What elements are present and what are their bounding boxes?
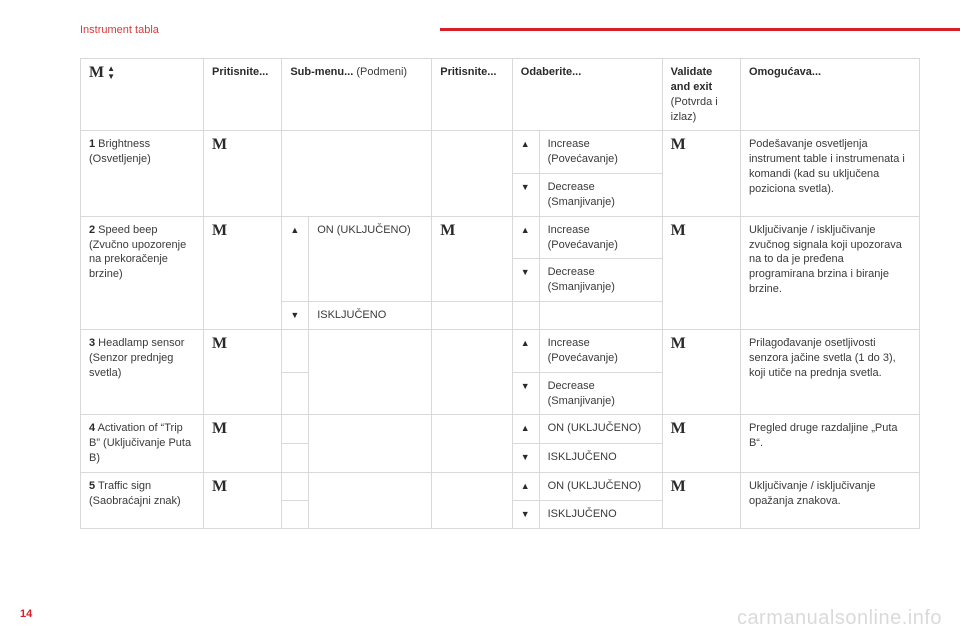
row2-inc: Increase (Povećavanje) — [539, 216, 662, 259]
row5-desc: Uključivanje / isključivanje opažanja zn… — [740, 472, 919, 528]
row5-press1: M — [204, 472, 282, 528]
row4-sub-arrow2 — [282, 444, 309, 473]
row1-desc: Podešavanje osvetljenja instrument table… — [740, 131, 919, 216]
row4-sub-arrow1 — [282, 415, 309, 444]
row3-sub — [309, 329, 432, 414]
row2-val-off — [539, 302, 662, 330]
row1-press1: M — [204, 131, 282, 216]
row1-validate: M — [662, 131, 740, 216]
up-icon: ▲ — [512, 329, 539, 372]
down-icon: ▼ — [512, 500, 539, 528]
header-press1: Pritisnite... — [204, 59, 282, 131]
row4-validate: M — [662, 415, 740, 473]
row2-press1: M — [204, 216, 282, 329]
m-icon: M — [212, 420, 227, 437]
header-red-bar — [440, 28, 960, 31]
settings-table: M ▲▼ Pritisnite... Sub-menu... (Podmeni)… — [80, 58, 920, 529]
row-speedbeep-on-inc: 2 Speed beep (Zvučno upozorenje na preko… — [81, 216, 920, 259]
page-number: 14 — [20, 608, 32, 620]
down-icon: ▼ — [512, 444, 539, 473]
m-icon: M — [671, 222, 686, 239]
m-icon: M — [212, 478, 227, 495]
row3-press1: M — [204, 329, 282, 414]
row3-dec: Decrease (Smanjivanje) — [539, 372, 662, 415]
m-icon: M — [212, 222, 227, 239]
watermark: carmanualsonline.info — [737, 607, 942, 630]
header-m-cell: M ▲▼ — [81, 59, 204, 131]
row-tripb-on: 4 Activation of “Trip B” (Uključivanje P… — [81, 415, 920, 444]
row4-desc: Pregled druge razdaljine „Puta B“. — [740, 415, 919, 473]
up-icon: ▲ — [512, 216, 539, 259]
row3-press2 — [432, 329, 513, 414]
row5-press2 — [432, 472, 513, 528]
header-select: Odaberite... — [512, 59, 662, 131]
up-icon: ▲ — [512, 131, 539, 174]
down-icon: ▼ — [282, 302, 309, 330]
m-icon: M — [671, 478, 686, 495]
down-icon: ▼ — [512, 372, 539, 415]
page-title: Instrument tabla — [80, 24, 159, 36]
row1-sub — [282, 131, 432, 216]
row3-label: 3 Headlamp sensor (Senzor prednjeg svetl… — [81, 329, 204, 414]
m-icon: M — [212, 136, 227, 153]
down-icon: ▼ — [512, 174, 539, 217]
updown-icon: ▲▼ — [107, 65, 115, 81]
row2-press2-off — [432, 302, 513, 330]
row2-press2: M — [432, 216, 513, 301]
row2-validate: M — [662, 216, 740, 329]
row2-desc: Uključivanje / isključivanje zvučnog sig… — [740, 216, 919, 329]
up-icon: ▲ — [282, 216, 309, 301]
row4-press2 — [432, 415, 513, 473]
row2-dec: Decrease (Smanjivanje) — [539, 259, 662, 302]
row4-on: ON (UKLJUČENO) — [539, 415, 662, 444]
m-icon: M — [440, 222, 455, 239]
row4-press1: M — [204, 415, 282, 473]
up-icon: ▲ — [512, 415, 539, 444]
row1-label: 1 Brightness (Osvetljenje) — [81, 131, 204, 216]
row5-sub-arrow1 — [282, 472, 309, 500]
m-icon: M — [671, 420, 686, 437]
up-icon: ▲ — [512, 472, 539, 500]
row4-sub — [309, 415, 432, 473]
row2-sub-on: ON (UKLJUČENO) — [309, 216, 432, 301]
m-icon: M — [671, 335, 686, 352]
row1-press2 — [432, 131, 513, 216]
row1-inc: Increase (Povećavanje) — [539, 131, 662, 174]
header-validate: Validate and exit (Potvrda i izlaz) — [662, 59, 740, 131]
row5-on: ON (UKLJUČENO) — [539, 472, 662, 500]
row3-sub-arrow2 — [282, 372, 309, 415]
row5-sub-arrow2 — [282, 500, 309, 528]
row4-off: ISKLJUČENO — [539, 444, 662, 473]
header-submenu: Sub-menu... (Podmeni) — [282, 59, 432, 131]
row3-desc: Prilagođavanje osetljivosti senzora jači… — [740, 329, 919, 414]
down-icon: ▼ — [512, 259, 539, 302]
row3-validate: M — [662, 329, 740, 414]
row5-validate: M — [662, 472, 740, 528]
header-enables: Omogućava... — [740, 59, 919, 131]
row3-inc: Increase (Povećavanje) — [539, 329, 662, 372]
row2-label: 2 Speed beep (Zvučno upozorenje na preko… — [81, 216, 204, 329]
row3-sub-arrow1 — [282, 329, 309, 372]
table-header-row: M ▲▼ Pritisnite... Sub-menu... (Podmeni)… — [81, 59, 920, 131]
header-press2: Pritisnite... — [432, 59, 513, 131]
row2-arrow-off — [512, 302, 539, 330]
row2-sub-off: ISKLJUČENO — [309, 302, 432, 330]
row-headlamp-inc: 3 Headlamp sensor (Senzor prednjeg svetl… — [81, 329, 920, 372]
row5-label: 5 Traffic sign (Saobraćajni znak) — [81, 472, 204, 528]
row5-off: ISKLJUČENO — [539, 500, 662, 528]
row4-label: 4 Activation of “Trip B” (Uključivanje P… — [81, 415, 204, 473]
row5-sub — [309, 472, 432, 528]
m-icon: M — [671, 136, 686, 153]
row-traffic-on: 5 Traffic sign (Saobraćajni znak) M ▲ ON… — [81, 472, 920, 500]
row1-dec: Decrease (Smanjivanje) — [539, 174, 662, 217]
m-icon: M — [89, 65, 104, 81]
row-brightness-inc: 1 Brightness (Osvetljenje) M ▲ Increase … — [81, 131, 920, 174]
m-icon: M — [212, 335, 227, 352]
